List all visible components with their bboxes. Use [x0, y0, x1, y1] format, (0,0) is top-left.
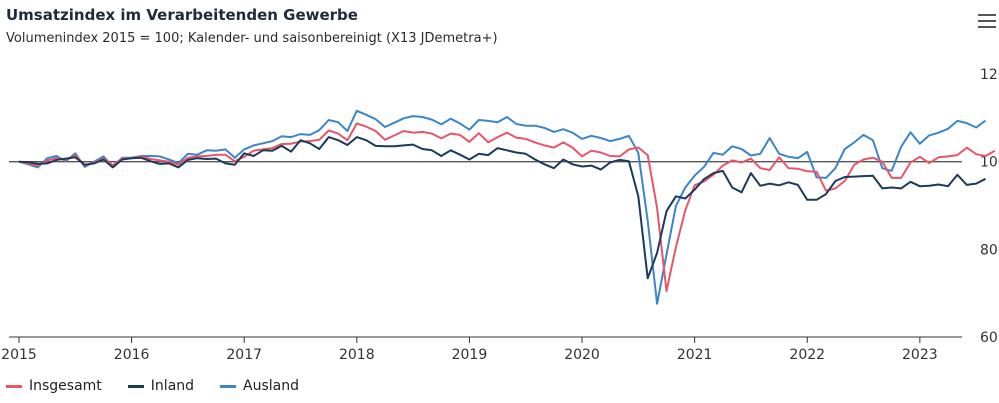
x-tick-label: 2015 — [1, 347, 37, 363]
y-tick-label: 80 — [980, 242, 998, 258]
x-tick-label: 2018 — [339, 347, 375, 363]
x-tick-label: 2021 — [677, 347, 713, 363]
x-tick-label: 2019 — [452, 347, 488, 363]
x-tick-label: 2022 — [789, 347, 825, 363]
series-line-insgesamt — [18, 122, 996, 292]
x-tick-label: 2020 — [564, 347, 600, 363]
legend-swatch-insgesamt — [6, 384, 22, 388]
chart-subtitle: Volumenindex 2015 = 100; Kalender- und s… — [6, 31, 498, 46]
x-tick-label: 2023 — [902, 347, 938, 363]
series-line-ausland — [18, 109, 987, 305]
chart-title: Umsatzindex im Verarbeitenden Gewerbe — [6, 6, 358, 24]
legend-label-inland: Inland — [150, 378, 195, 394]
y-tick-label: 100 — [980, 155, 999, 171]
x-tick-label: 2016 — [114, 347, 150, 363]
legend-swatch-ausland — [220, 384, 237, 388]
legend: Insgesamt Inland Ausland — [6, 378, 299, 394]
legend-item-inland[interactable]: Inland — [127, 378, 195, 394]
y-tick-label: 120 — [980, 67, 999, 83]
series-line-inland — [18, 136, 986, 280]
legend-swatch-inland — [127, 384, 144, 388]
x-tick-label: 2017 — [226, 347, 262, 363]
hamburger-menu-icon[interactable] — [978, 14, 996, 32]
legend-label-insgesamt: Insgesamt — [29, 378, 102, 394]
y-tick-label: 60 — [980, 330, 998, 346]
legend-item-ausland[interactable]: Ausland — [220, 378, 299, 394]
legend-item-insgesamt[interactable]: Insgesamt — [6, 378, 102, 394]
legend-label-ausland: Ausland — [243, 378, 300, 394]
